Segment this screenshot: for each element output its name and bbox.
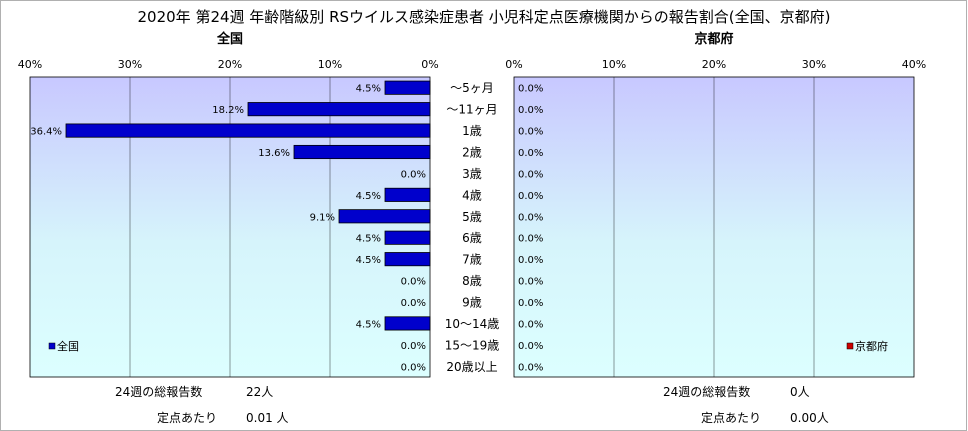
left-value-label: 4.5%	[356, 319, 381, 330]
right-value-label: 0.0%	[518, 341, 543, 352]
category-label: 7歳	[462, 253, 482, 267]
left-bar	[293, 144, 431, 160]
right-legend-label: 京都府	[855, 339, 888, 353]
left-bar	[384, 252, 431, 267]
category-label: 2歳	[462, 146, 482, 160]
right-value-label: 0.0%	[518, 234, 543, 245]
left-tick-label: 40%	[18, 58, 42, 71]
category-labels: ～5ヶ月 ～11ヶ月 1歳 2歳 3歳 4歳 5歳 6歳 7歳 8歳 9歳 10～14歳 15～19歳 2…	[445, 81, 500, 374]
left-value-label: 4.5%	[356, 234, 381, 245]
right-legend: 京都府	[846, 339, 888, 353]
category-label: 9歳	[462, 296, 482, 310]
category-label: 20歳以上	[446, 360, 497, 374]
axis-ticks: 0% 0% 10% 10% 20% 20% 30% 30% 40% 40%	[18, 58, 926, 71]
category-label: 15～19歳	[445, 338, 500, 352]
left-total-value: 22人	[246, 385, 273, 399]
left-per-label: 定点あたり	[157, 410, 217, 425]
left-bar	[384, 230, 431, 245]
left-value-label: 4.5%	[356, 191, 381, 202]
left-total-label: 24週の総報告数	[115, 384, 202, 399]
left-legend-label: 全国	[57, 339, 79, 353]
left-value-label: 36.4%	[30, 127, 62, 138]
right-legend-swatch	[846, 342, 854, 350]
right-value-label: 0.0%	[518, 277, 543, 288]
right-per-value: 0.00人	[790, 411, 829, 425]
right-tick-label: 0%	[505, 58, 522, 71]
left-value-label: 0.0%	[401, 362, 426, 373]
right-subtitle: 京都府	[694, 31, 733, 47]
right-tick-label: 40%	[902, 58, 926, 71]
right-tick-label: 10%	[602, 58, 626, 71]
left-value-label: 4.5%	[356, 84, 381, 95]
left-value-label: 18.2%	[212, 105, 244, 116]
category-label: 5歳	[462, 210, 482, 224]
left-per-value: 0.01 人	[246, 411, 289, 425]
category-label: ～5ヶ月	[450, 81, 494, 95]
left-value-label: 0.0%	[401, 169, 426, 180]
left-legend-swatch	[48, 342, 56, 350]
left-tick-label: 30%	[118, 58, 142, 71]
right-value-label: 0.0%	[518, 84, 543, 95]
right-value-label: 0.0%	[518, 191, 543, 202]
right-tick-label: 30%	[802, 58, 826, 71]
left-value-label: 0.0%	[401, 298, 426, 309]
right-value-label: 0.0%	[518, 105, 543, 116]
category-label: 6歳	[462, 231, 482, 245]
left-bar	[384, 187, 431, 202]
left-bar	[384, 80, 431, 95]
left-bar	[338, 209, 431, 224]
right-value-label: 0.0%	[518, 298, 543, 309]
right-total-value: 0人	[790, 385, 810, 399]
left-subtitle: 全国	[216, 31, 243, 47]
category-label: 4歳	[462, 188, 482, 202]
right-value-label: 0.0%	[518, 212, 543, 223]
right-value-label: 0.0%	[518, 127, 543, 138]
right-per-label: 定点あたり	[701, 410, 761, 425]
right-value-label: 0.0%	[518, 362, 543, 373]
right-tick-label: 20%	[702, 58, 726, 71]
left-value-label: 0.0%	[401, 341, 426, 352]
category-label: 1歳	[462, 124, 482, 138]
left-tick-label: 0%	[421, 58, 438, 71]
left-bar	[384, 316, 431, 331]
left-value-label: 9.1%	[310, 212, 335, 223]
left-value-label: 13.6%	[258, 148, 290, 159]
left-legend: 全国	[48, 339, 79, 353]
left-value-label: 0.0%	[401, 277, 426, 288]
right-value-label: 0.0%	[518, 148, 543, 159]
chart-title: 2020年 第24週 年齢階級別 RSウイルス感染症患者 小児科定点医療機関から…	[138, 8, 831, 26]
category-label: 10～14歳	[445, 317, 500, 331]
bars	[65, 80, 431, 331]
left-bar	[247, 102, 431, 117]
left-tick-label: 20%	[218, 58, 242, 71]
left-bar	[65, 123, 431, 138]
category-label: ～11ヶ月	[446, 103, 497, 117]
left-value-label: 4.5%	[356, 255, 381, 266]
left-tick-label: 10%	[318, 58, 342, 71]
right-total-label: 24週の総報告数	[663, 384, 750, 399]
category-label: 3歳	[462, 167, 482, 181]
category-label: 8歳	[462, 274, 482, 288]
right-value-label: 0.0%	[518, 319, 543, 330]
right-value-label: 0.0%	[518, 255, 543, 266]
value-labels: 4.5% 0.0% 18.2% 0.0% 36.4% 0.0% 13.6% 0.0% 0.0% 0…	[30, 84, 543, 374]
right-value-label: 0.0%	[518, 169, 543, 180]
